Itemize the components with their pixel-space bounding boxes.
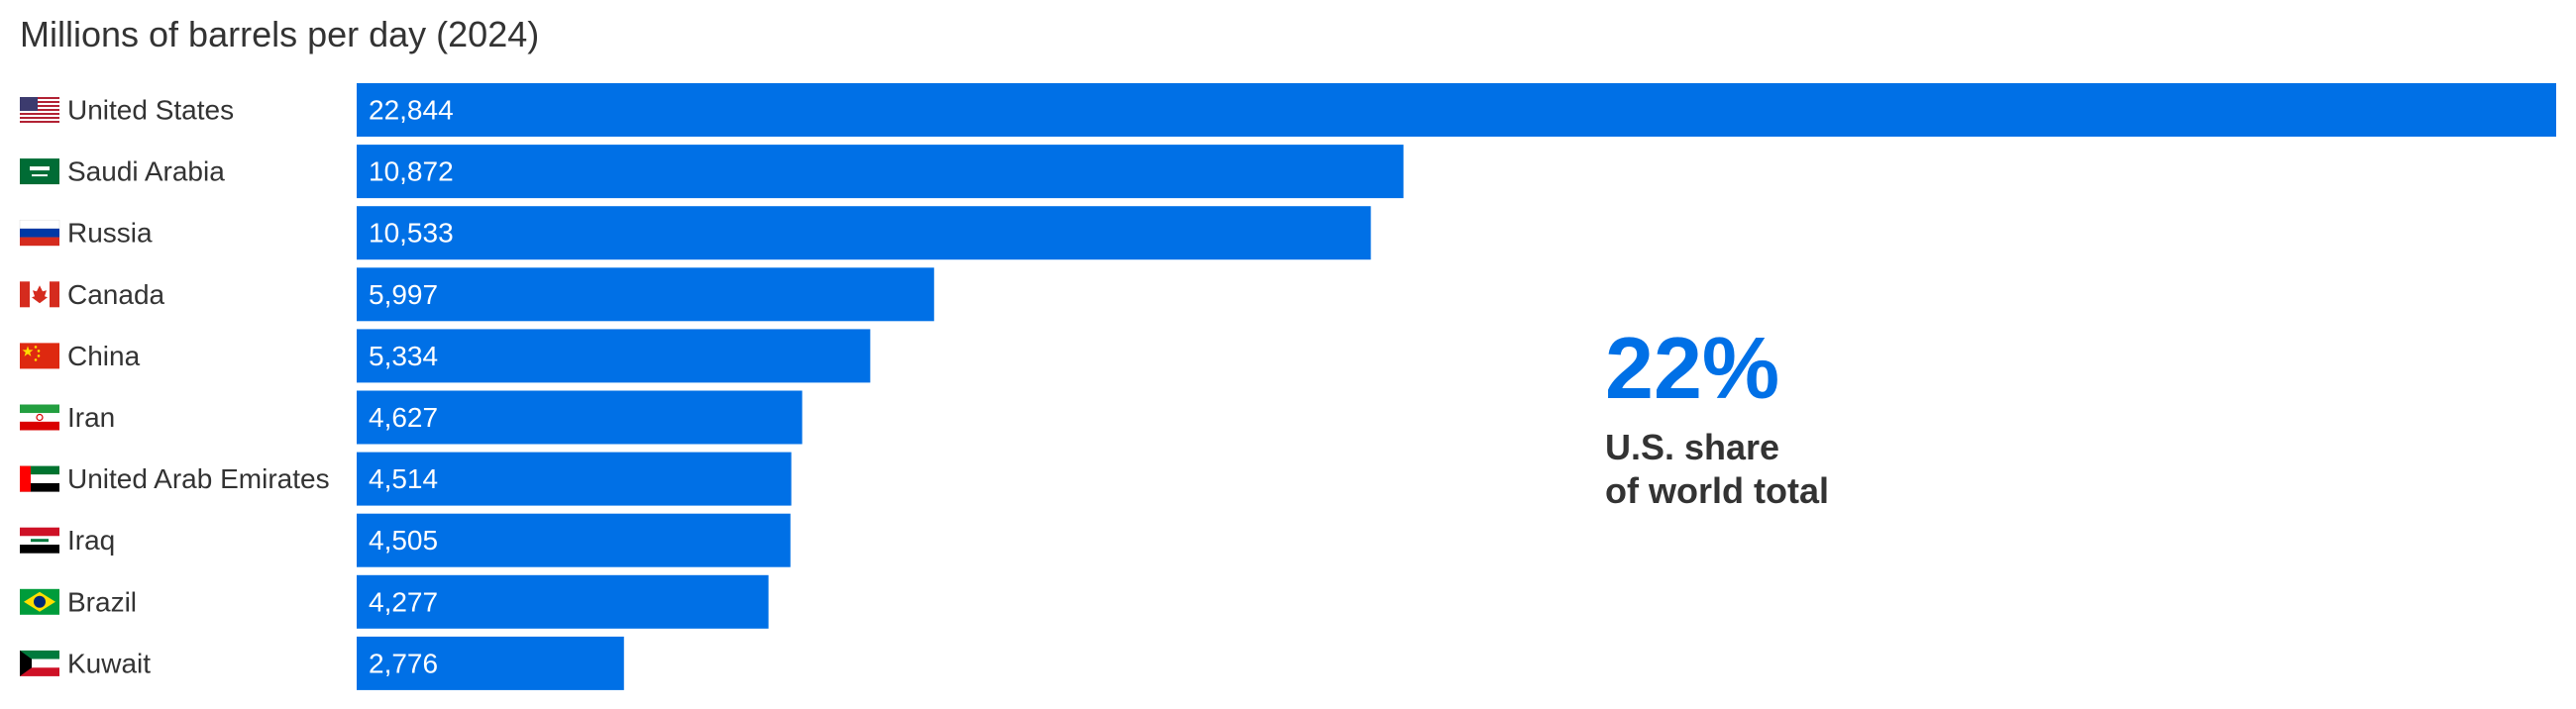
value-label-canada: 5,997 <box>369 279 438 310</box>
category-label-kuwait: Kuwait <box>67 648 151 678</box>
value-label-united-states: 22,844 <box>369 95 454 126</box>
value-label-united-arab-emirates: 4,514 <box>369 463 438 494</box>
value-label-iraq: 4,505 <box>369 525 438 556</box>
kuwait-flag-icon <box>20 650 59 676</box>
value-label-saudi-arabia: 10,872 <box>369 156 454 187</box>
value-label-china: 5,334 <box>369 341 438 371</box>
value-label-brazil: 4,277 <box>369 586 438 617</box>
bar-iran <box>357 390 803 445</box>
chart-title: Millions of barrels per day (2024) <box>20 14 540 54</box>
brazil-flag-icon <box>20 588 59 615</box>
bar-united-states <box>357 83 2556 137</box>
uae-flag-icon <box>20 465 59 492</box>
us-share-callout: 22% U.S. share of world total <box>1605 325 2001 513</box>
callout-value: 22% <box>1605 319 1780 417</box>
category-label-brazil: Brazil <box>67 586 137 617</box>
china-flag-icon <box>20 343 59 369</box>
iran-flag-icon <box>20 404 59 431</box>
bar-united-arab-emirates <box>357 452 792 506</box>
us-flag-icon <box>20 97 59 123</box>
callout-text-line-2: of world total <box>1605 470 1829 511</box>
category-label-iraq: Iraq <box>67 525 115 556</box>
value-label-russia: 10,533 <box>369 218 454 249</box>
category-label-russia: Russia <box>67 218 153 249</box>
bar-canada <box>357 267 934 322</box>
bar-saudi-arabia <box>357 145 1404 199</box>
value-label-kuwait: 2,776 <box>369 648 438 678</box>
bar-russia <box>357 206 1371 260</box>
category-label-canada: Canada <box>67 279 165 310</box>
bar-kuwait <box>357 636 624 690</box>
value-label-iran: 4,627 <box>369 402 438 433</box>
callout-text-line-1: U.S. share <box>1605 427 1780 467</box>
russia-flag-icon <box>19 219 60 247</box>
callout-text: U.S. share of world total <box>1605 426 2001 513</box>
bar-brazil <box>357 574 769 629</box>
canada-flag-icon <box>20 281 59 308</box>
category-label-united-states: United States <box>67 95 234 126</box>
saudi-arabia-flag-icon <box>20 158 59 185</box>
category-label-saudi-arabia: Saudi Arabia <box>67 156 225 187</box>
bar-china <box>357 329 871 383</box>
bar-iraq <box>357 513 791 567</box>
category-label-iran: Iran <box>67 402 115 433</box>
category-label-china: China <box>67 341 141 371</box>
iraq-flag-icon <box>20 527 59 554</box>
category-label-united-arab-emirates: United Arab Emirates <box>67 463 330 494</box>
